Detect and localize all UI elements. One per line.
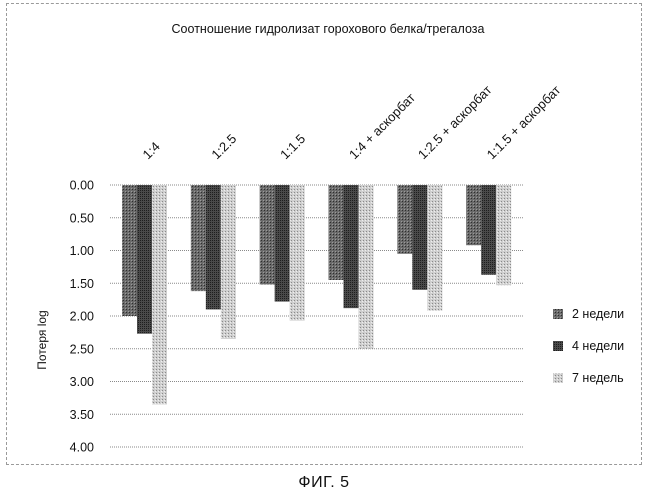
bar-1-3 [260,185,275,285]
bar-3-1 [152,185,167,404]
y-tick-label: 0.00 [70,179,94,193]
category-label: 1:4 + аскорбат [346,90,418,162]
category-label: 1:2.5 [208,131,239,162]
bar-2-4 [344,185,359,308]
bar-2-1 [137,185,152,334]
chart-svg: Соотношение гидролизат горохового белка/… [0,0,648,470]
legend-swatch [553,373,563,383]
category-label: 1:1.5 [277,131,308,162]
bar-1-1 [122,185,137,316]
figure-caption: ФИГ. 5 [0,474,648,492]
y-tick-label: 3.50 [70,408,94,422]
bar-1-5 [397,185,412,254]
y-tick-label: 2.50 [70,342,94,356]
legend-label: 7 недель [572,371,624,385]
y-axis-label: Потеря log [35,310,49,369]
bar-2-3 [275,185,290,302]
y-tick-label: 1.50 [70,277,94,291]
legend-label: 2 недели [572,307,624,321]
bar-3-2 [221,185,236,339]
bar-2-5 [412,185,427,290]
category-label: 1:1.5 + аскорбат [484,82,564,162]
bar-3-3 [290,185,305,321]
bar-3-6 [496,185,511,285]
legend-swatch [553,309,563,319]
y-tick-label: 3.00 [70,375,94,389]
category-label: 1:4 [140,139,163,162]
y-tick-label: 4.00 [70,441,94,455]
bar-2-6 [481,185,496,275]
bar-3-4 [359,185,374,349]
bar-1-2 [191,185,206,291]
bar-2-2 [206,185,221,309]
y-tick-label: 1.00 [70,244,94,258]
y-tick-label: 0.50 [70,211,94,225]
category-label: 1:2.5 + аскорбат [415,82,495,162]
legend-swatch [553,341,563,351]
legend-label: 4 недели [572,339,624,353]
y-tick-label: 2.00 [70,310,94,324]
bar-3-5 [427,185,442,311]
chart-title: Соотношение гидролизат горохового белка/… [172,22,485,36]
bar-1-4 [329,185,344,280]
bar-1-6 [466,185,481,245]
